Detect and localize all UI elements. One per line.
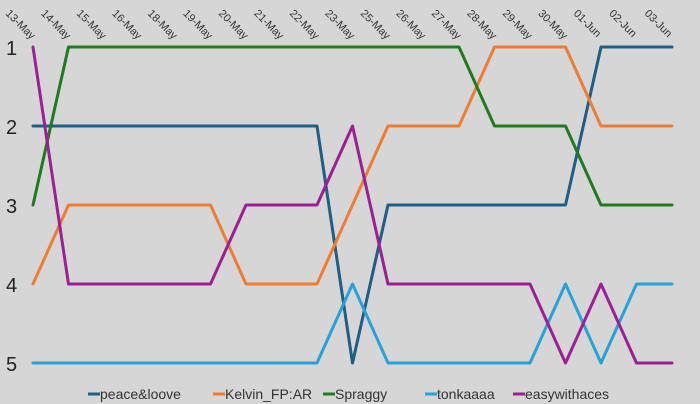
x-tick-label-16-may: 16-May <box>109 8 144 43</box>
legend: peace&loove Kelvin_FP:AR Spraggy tonkaaaa ea… <box>88 386 609 402</box>
x-tick-label-19-may: 19-May <box>180 8 215 43</box>
y-tick-label-2: 2 <box>6 117 17 139</box>
y-tick-label-4: 4 <box>6 275 17 297</box>
legend-label-peace-loove: peace&loove <box>100 386 181 402</box>
x-tick-label-01-jun: 01-Jun <box>571 8 603 40</box>
legend-item-easywithaces: easywithaces <box>513 386 609 402</box>
series-line-kelvin-fp-ar <box>31 45 674 286</box>
x-axis-labels: 13-May 14-May 15-May 16-May 18-May 19-May 20-M… <box>3 8 674 43</box>
x-tick-label-26-may: 26-May <box>393 8 428 43</box>
series-line-spraggy <box>31 45 674 207</box>
x-tick-label-03-jun: 03-Jun <box>642 8 674 40</box>
x-tick-label-15-may: 15-May <box>74 8 109 43</box>
series-line-easywithaces <box>31 45 674 365</box>
legend-label-tonkaaaa: tonkaaaa <box>437 386 495 402</box>
x-tick-label-29-may: 29-May <box>500 8 535 43</box>
legend-label-kelvin-fp-ar: Kelvin_FP:AR <box>225 386 312 402</box>
legend-label-spraggy: Spraggy <box>335 386 387 402</box>
series-line-tonkaaaa <box>31 282 674 365</box>
legend-item-peace-loove: peace&loove <box>88 386 181 402</box>
y-axis-labels: 1 2 3 4 5 <box>6 38 17 376</box>
legend-item-tonkaaaa: tonkaaaa <box>425 386 495 402</box>
x-tick-label-27-may: 27-May <box>429 8 464 43</box>
y-tick-label-1: 1 <box>6 38 17 60</box>
x-tick-label-28-may: 28-May <box>464 8 499 43</box>
x-tick-label-18-may: 18-May <box>145 8 180 43</box>
x-tick-label-30-may: 30-May <box>535 8 570 43</box>
legend-item-kelvin-fp-ar: Kelvin_FP:AR <box>213 386 312 402</box>
x-tick-label-21-may: 21-May <box>251 8 286 43</box>
legend-label-easywithaces: easywithaces <box>525 386 609 402</box>
series-line-peace-loove <box>31 45 674 365</box>
y-tick-label-3: 3 <box>6 196 17 218</box>
legend-item-spraggy: Spraggy <box>323 386 387 402</box>
x-tick-label-22-may: 22-May <box>287 8 322 43</box>
x-tick-label-02-jun: 02-Jun <box>606 8 638 40</box>
x-tick-label-20-may: 20-May <box>216 8 251 43</box>
series-lines <box>31 45 674 365</box>
x-tick-label-23-may: 23-May <box>322 8 357 43</box>
x-tick-label-25-may: 25-May <box>358 8 393 43</box>
x-tick-label-14-may: 14-May <box>38 8 73 43</box>
y-tick-label-5: 5 <box>6 354 17 376</box>
